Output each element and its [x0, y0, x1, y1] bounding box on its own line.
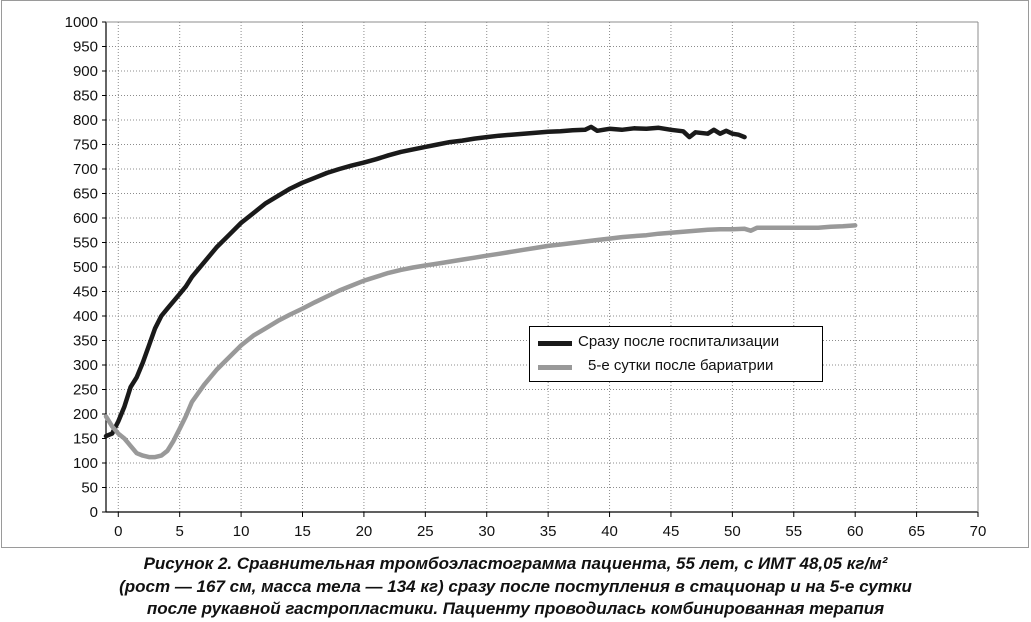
y-tick-label: 550 [73, 235, 98, 252]
x-tick-label: 50 [724, 523, 741, 540]
y-tick-label: 600 [73, 210, 98, 227]
y-tick-label: 750 [73, 137, 98, 154]
y-tick-label: 400 [73, 308, 98, 325]
legend-label-series-1: Сразу после госпитализации [578, 333, 780, 350]
x-tick-label: 5 [176, 523, 184, 540]
chart: 0501001502002503003504004505005506006507… [65, 14, 987, 540]
y-tick-label: 950 [73, 39, 98, 56]
y-tick-label: 850 [73, 88, 98, 105]
y-tick-label: 50 [81, 480, 98, 497]
y-tick-label: 350 [73, 333, 98, 350]
caption-line-2: (рост — 167 см, масса тела — 134 кг) сра… [119, 577, 912, 596]
legend-label-series-2: 5-е сутки после бариатрии [588, 357, 774, 374]
legend-item-series-1: Сразу после госпитализации [530, 331, 822, 355]
legend-item-series-2: 5-е сутки после бариатрии [530, 355, 822, 379]
x-tick-label: 0 [114, 523, 122, 540]
x-tick-label: 35 [540, 523, 557, 540]
y-tick-label: 500 [73, 259, 98, 276]
y-tick-label: 300 [73, 357, 98, 374]
x-tick-label: 20 [356, 523, 373, 540]
y-tick-label: 0 [90, 504, 98, 521]
y-tick-label: 250 [73, 382, 98, 399]
legend: Сразу после госпитализации 5-е сутки пос… [529, 326, 823, 382]
y-tick-label: 800 [73, 112, 98, 129]
x-tick-label: 10 [233, 523, 250, 540]
y-tick-label: 650 [73, 186, 98, 203]
x-tick-label: 45 [663, 523, 680, 540]
x-tick-label: 15 [294, 523, 311, 540]
x-tick-label: 55 [785, 523, 802, 540]
x-tick-label: 40 [601, 523, 618, 540]
y-tick-label: 100 [73, 455, 98, 472]
series-line-2 [103, 223, 858, 460]
x-tick-label: 70 [970, 523, 987, 540]
caption-line-1: Рисунок 2. Сравнительная тромбоэластогра… [143, 554, 888, 573]
x-tick-label: 25 [417, 523, 434, 540]
y-tick-label: 700 [73, 161, 98, 178]
y-tick-label: 450 [73, 284, 98, 301]
x-tick-label: 60 [847, 523, 864, 540]
y-tick-label: 200 [73, 406, 98, 423]
legend-swatch-series-2 [538, 365, 572, 370]
legend-swatch-series-1 [538, 341, 572, 346]
caption-line-3: после рукавной гастропластики. Пациенту … [146, 599, 885, 618]
y-tick-label: 150 [73, 431, 98, 448]
x-tick-label: 30 [478, 523, 495, 540]
y-tick-label: 900 [73, 63, 98, 80]
series-line-1 [103, 124, 747, 439]
y-tick-label: 1000 [65, 14, 98, 31]
x-tick-label: 65 [908, 523, 925, 540]
